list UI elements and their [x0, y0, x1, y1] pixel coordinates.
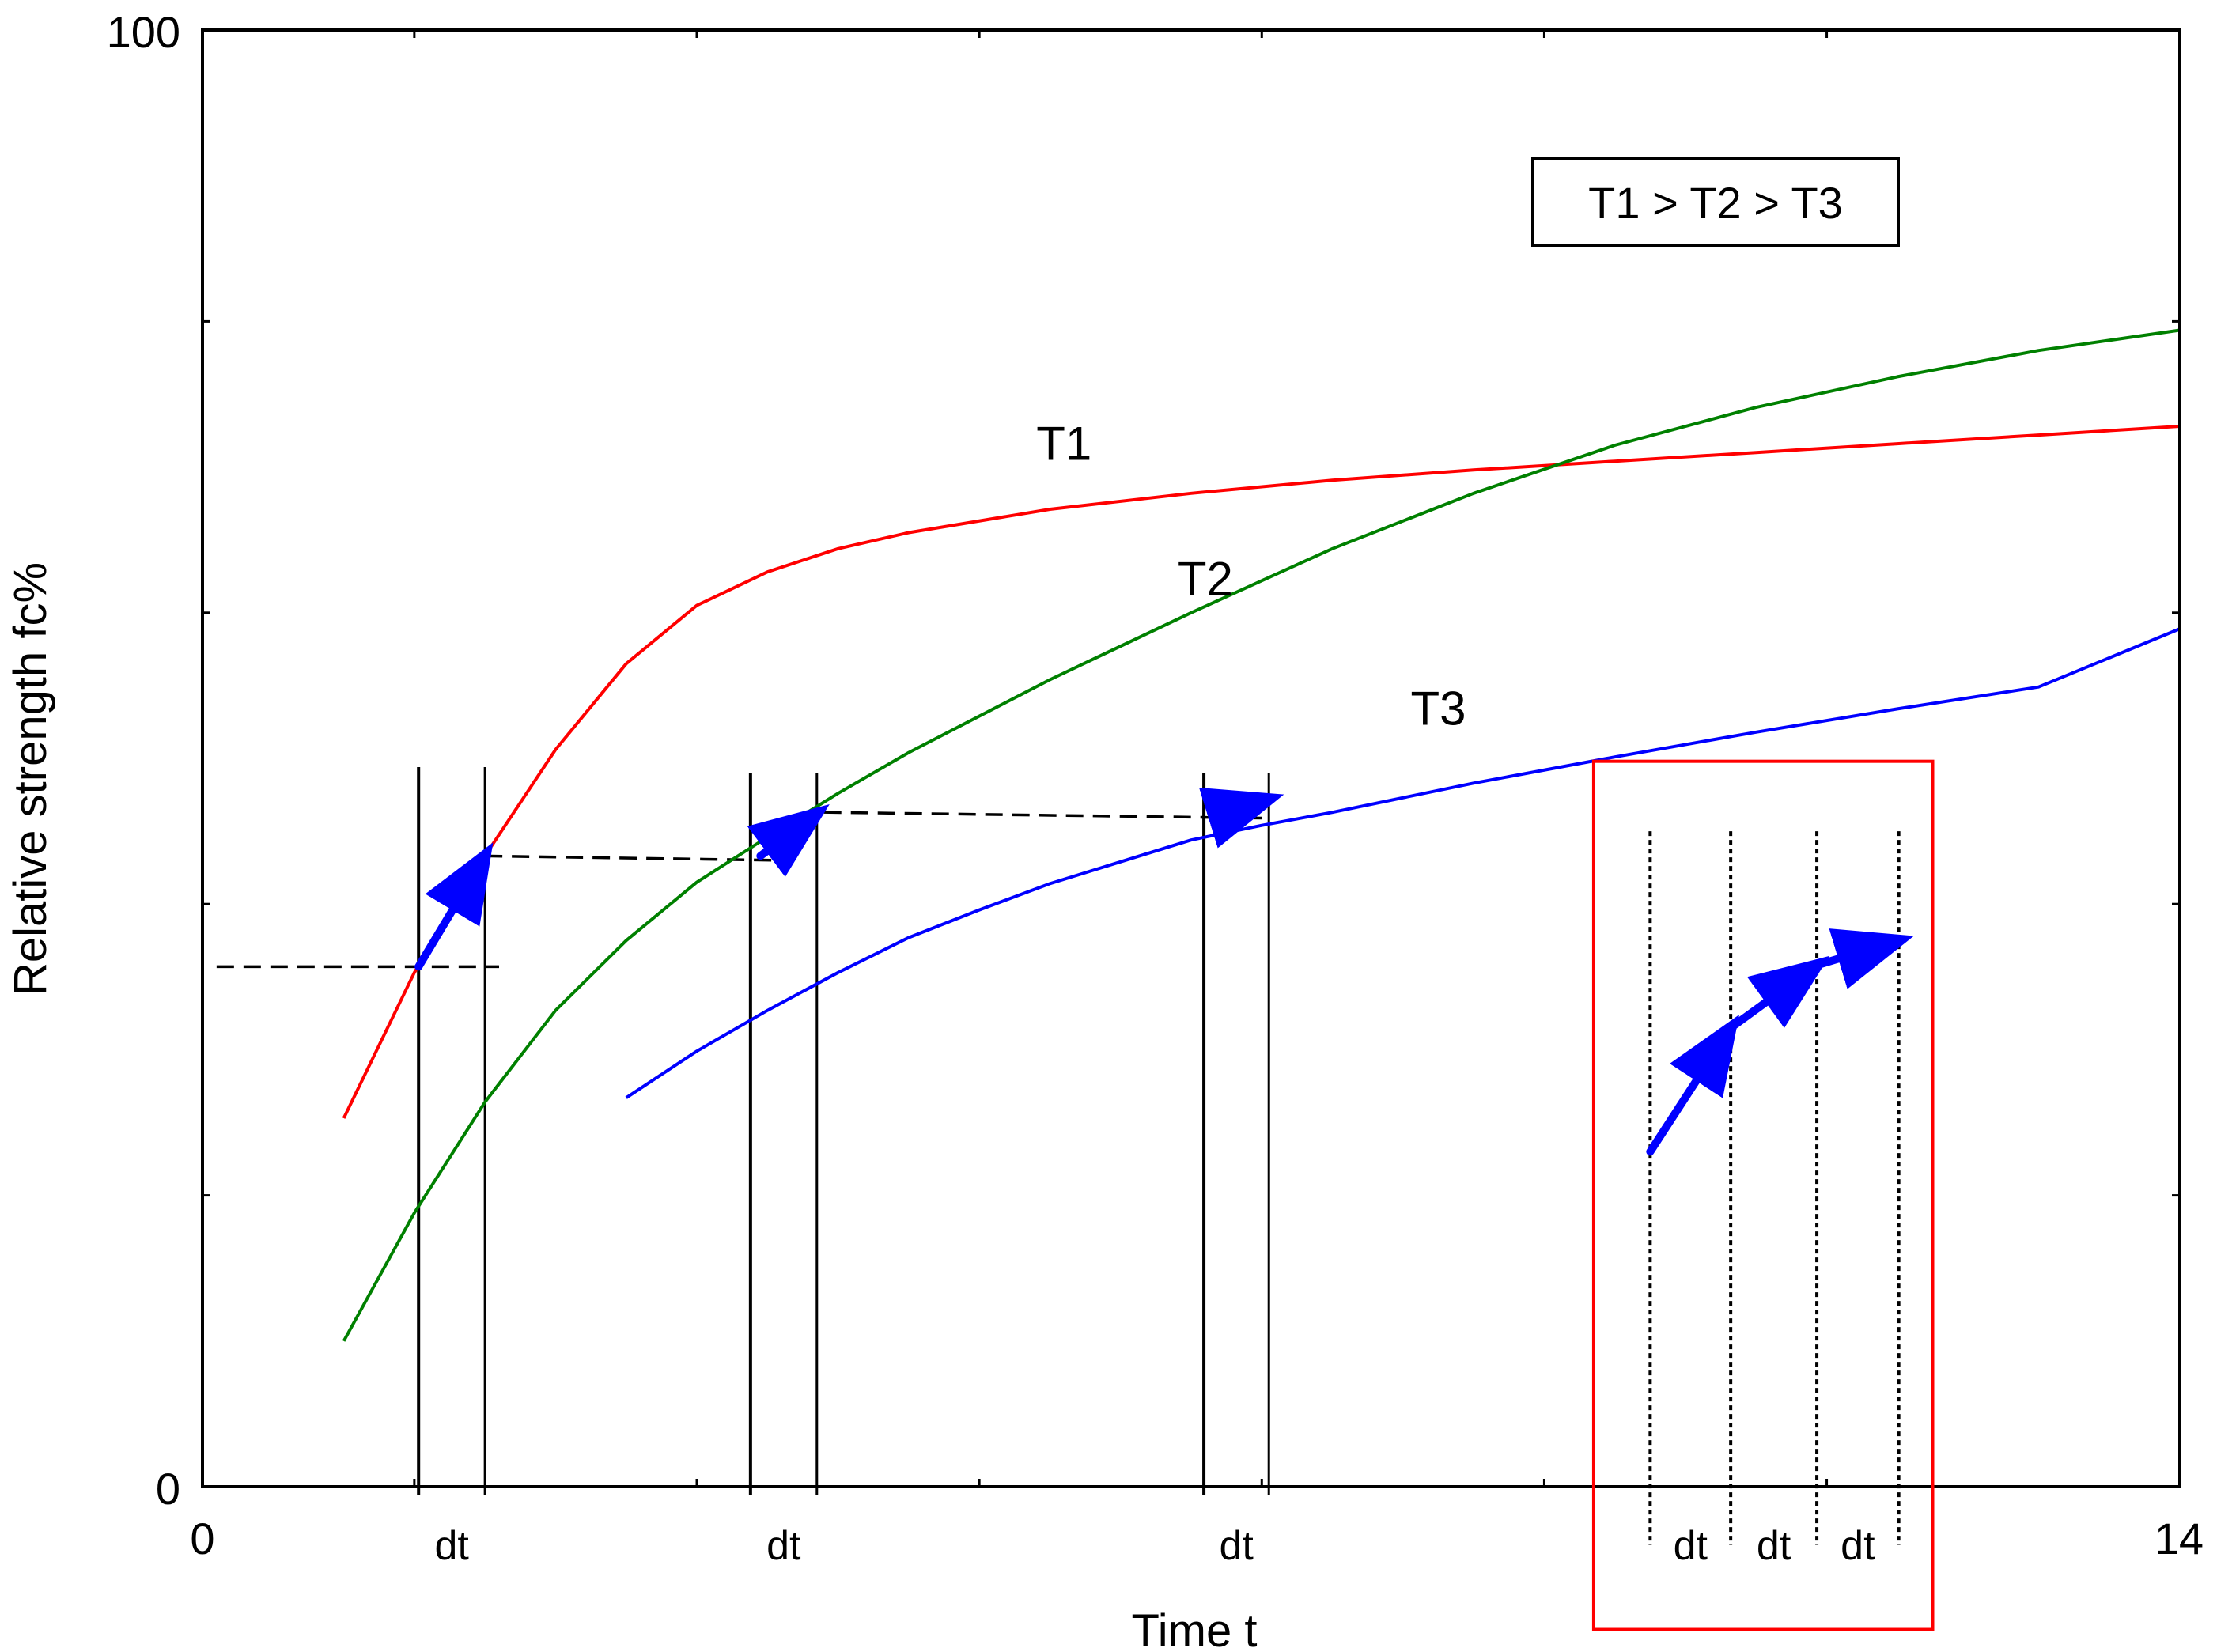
series-line-t3 [625, 627, 2181, 1099]
series-line-t2 [342, 328, 2181, 1342]
tick-and-series-labels-layer: 0 14 0 100 T1 T2 T3 dt dt dt dt dt dt [107, 7, 2204, 1569]
arrow-layer [414, 788, 1914, 1156]
highlight-box [1591, 759, 1935, 1631]
dt-label: dt [434, 1523, 469, 1569]
dt-label: dt [766, 1523, 801, 1569]
y-tick-label: 100 [107, 7, 180, 57]
dashed-transfer-line [823, 811, 1262, 820]
dt-box-label: dt [1674, 1523, 1708, 1569]
legend-box-frame [1531, 157, 1900, 247]
blue-arrow [1727, 955, 1830, 1032]
dt-box-label: dt [1841, 1523, 1875, 1569]
dashed-transfer-layer [216, 811, 1262, 969]
series-label-t1: T1 [1036, 417, 1091, 470]
dt-box-label: dt [1757, 1523, 1791, 1569]
blue-arrow [1646, 1015, 1740, 1156]
blue-arrow [747, 804, 830, 877]
axes-layer [201, 28, 2181, 1488]
y-axis-label: Relative strength fc% [5, 562, 56, 996]
y-tick-label: 0 [156, 1464, 180, 1514]
highlight-layer [1591, 759, 1935, 1631]
series-label-t3: T3 [1410, 682, 1466, 735]
blue-arrow [1198, 788, 1284, 849]
x-tick-label: 0 [190, 1514, 214, 1563]
blue-arrow [1813, 928, 1914, 989]
series-label-t2: T2 [1178, 553, 1233, 606]
series-line-t1 [342, 425, 2181, 1119]
blue-arrow [414, 842, 494, 971]
series-layer [342, 328, 2181, 1342]
x-axis-label: Time t [1132, 1605, 1258, 1652]
plot-frame [201, 28, 2181, 1488]
legend-box-text: T1 > T2 > T3 [1588, 178, 1843, 228]
x-tick-label: 14 [2155, 1514, 2204, 1563]
dt-label: dt [1219, 1523, 1254, 1569]
dt-vertical-lines-layer [417, 767, 1901, 1545]
